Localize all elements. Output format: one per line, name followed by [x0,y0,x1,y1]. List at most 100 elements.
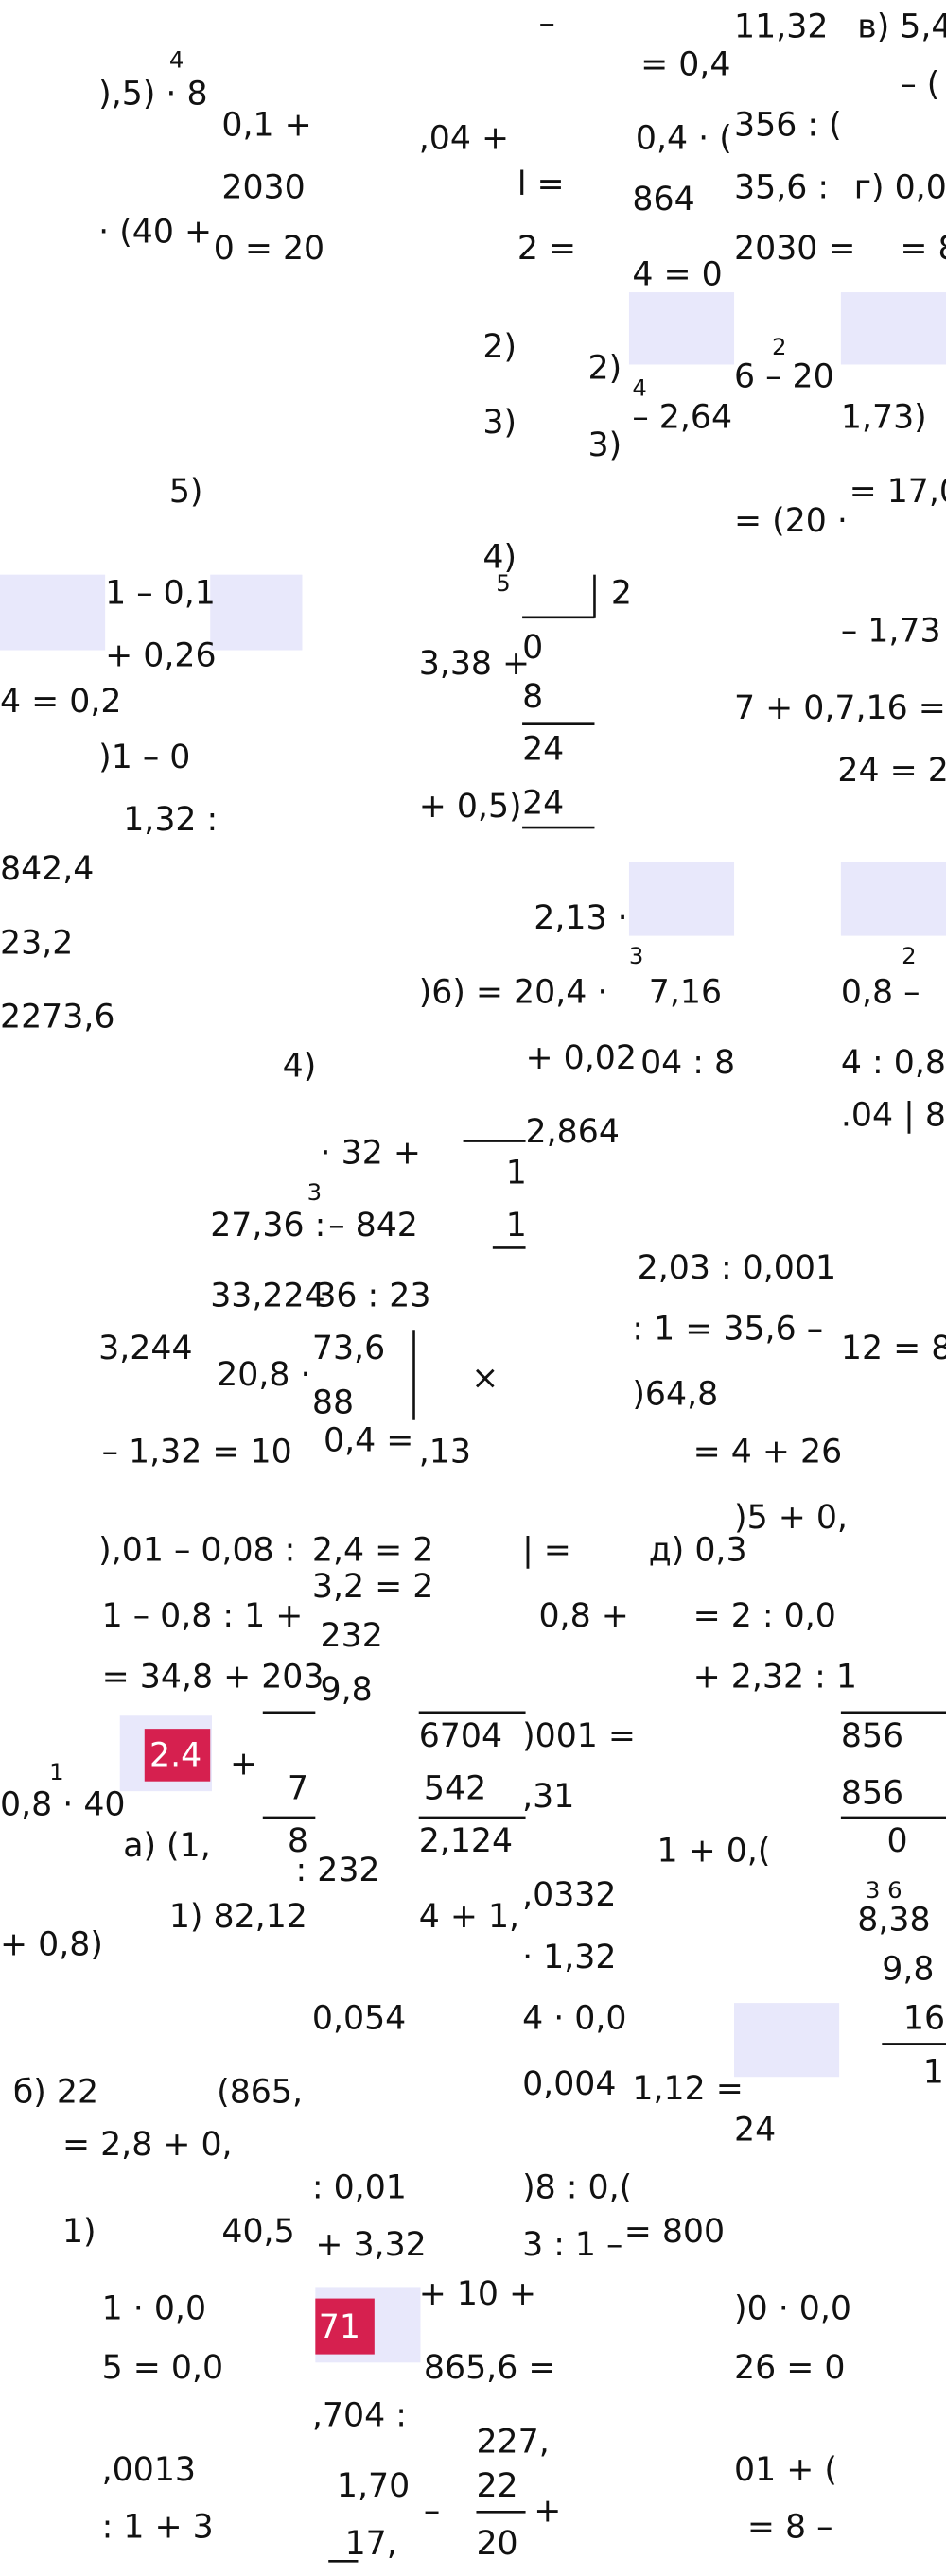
badge-box [144,1729,211,1782]
highlight [210,574,303,651]
math-fragment: 2 [611,574,632,612]
math-fragment: 4 = 0,2 [0,683,121,721]
math-fragment: ,0013 [102,2451,196,2489]
badge-box [315,2298,375,2355]
math-fragment: 2) [482,328,517,366]
math-fragment: 0,4 = [324,1421,413,1459]
math-fragment: = 8 – [747,2509,833,2547]
math-fragment: 0,8 – [841,973,920,1011]
math-fragment: 1 [506,1154,527,1192]
math-fragment: 2,124 [419,1822,513,1860]
math-fragment: – 2,64 [632,399,732,437]
math-fragment: )1 – 0 [98,739,190,776]
math-fragment: 0 [522,629,543,667]
math-fragment: ,31 [522,1778,574,1816]
math-fragment: 2030 [221,169,305,207]
math-fragment: 1 [49,1758,63,1785]
math-fragment: в) 5,4 [857,9,946,46]
math-fragment: + 2,32 : 1 [693,1658,857,1696]
highlight [628,292,735,365]
math-fragment: 0,4 · ( [636,120,732,158]
math-fragment: 2 [772,333,786,360]
math-fragment: 17, [345,2525,397,2563]
math-fragment: 2,03 : 0,001 [638,1249,836,1287]
math-fragment: · (40 + [98,214,212,252]
math-fragment: 1 – 0,1 [105,574,216,612]
math-fragment: = 2 : 0,0 [693,1597,836,1635]
math-fragment: а) (1, [123,1827,211,1865]
highlight-blocks [0,292,946,2363]
fraction-lines [262,574,946,2563]
math-fragment: l = [517,165,565,203]
math-fragment: 35,6 : [734,169,829,207]
math-fragment: 20,8 · [217,1356,310,1394]
math-fragment: – [538,5,554,43]
math-fragment: 864 [632,181,694,218]
highlight [628,862,735,936]
math-fragment: д) 0,3 [649,1532,747,1570]
math-fragment: · 32 + [321,1135,421,1173]
math-fragment: 7 + 0,7,16 = [734,689,946,727]
math-fragment: + [230,1745,257,1783]
math-fragment: – [424,2492,440,2530]
math-fragment: + 0,26 [105,636,216,674]
math-fragment: 2 [902,942,916,969]
math-fragment: : 1 + 3 [102,2509,214,2547]
math-fragment: (865, [217,2074,303,2112]
math-fragment: 3 [629,942,643,969]
math-fragment: 856 [841,1775,903,1813]
math-fragment: 4 = 0 [632,256,722,294]
math-fragment: 1,70 [337,2467,410,2505]
math-fragment: ),5) · 8 [98,76,207,113]
math-fragment: 1) 82,12 [169,1898,307,1936]
math-fragment: 0,054 [312,1999,406,2037]
math-fragment: 0,1 + [221,107,311,145]
math-fragment: 24 = 2, [837,752,946,790]
math-fragment: 22 [476,2467,517,2505]
math-fragment: 24 [522,785,564,823]
math-fragment: 2 = [517,230,576,268]
math-fragment: 1 [506,1207,527,1244]
math-fragment: 1,12 = [632,2070,743,2108]
math-fragment: 24 [522,730,564,768]
math-fragment: )001 = [522,1717,636,1755]
math-fragment: 4 : 0,8 [841,1044,946,1082]
badge-label: 71 [319,2308,360,2346]
math-fragment: ,704 : [312,2397,407,2435]
math-fragment: 73,6 [312,1330,385,1367]
math-fragment: )64,8 [632,1376,718,1414]
math-fragment: 3 [307,1178,322,1206]
math-fragment: 0 [887,1822,908,1860]
math-fragment: = 800 [624,2213,725,2251]
math-fragment: 9,8 [321,1671,373,1709]
math-fragment: 3) [482,404,517,442]
math-fragment: 04 : 8 [640,1044,735,1082]
math-fragment: 4 · 0,0 [522,1999,626,2037]
math-fragment: 4 + 1, [419,1898,519,1936]
highlight [734,2003,840,2078]
math-fragment: 3,2 = 2 [312,1568,433,1606]
math-fragment: 842,4 [0,850,94,888]
math-fragment: = 17,0 [850,473,946,511]
math-fragment: + 10 + [419,2275,536,2313]
math-fragment: + 0,02 [526,1039,637,1077]
badge-label: 2.4 [149,1737,201,1775]
math-fragment: 23,2 [0,924,73,962]
math-fragment: 2273,6 [0,998,114,1036]
math-fragment: + 3,32 [315,2226,426,2264]
math-fragment: 5 [496,569,510,597]
math-fragment: 8,38 [857,1901,930,1939]
math-fragment: – ( [900,65,939,103]
math-fragment: × [471,1359,499,1397]
math-fragment: ,0332 [522,1876,616,1914]
math-fragment: ,13 [419,1433,471,1471]
math-fragment: 8 [522,678,543,716]
math-fragment: + 0,8) [0,1925,103,1963]
math-fragment: 16 [903,1999,945,2037]
math-fragment: 5) [169,473,203,511]
math-fragment: 6 – 20 [734,357,834,395]
math-fragment: 1,73) [841,399,927,437]
math-fragment: + [534,2492,561,2530]
math-fragment: = (20 · [734,502,848,540]
math-fragment: 5 = 0,0 [102,2349,223,2387]
